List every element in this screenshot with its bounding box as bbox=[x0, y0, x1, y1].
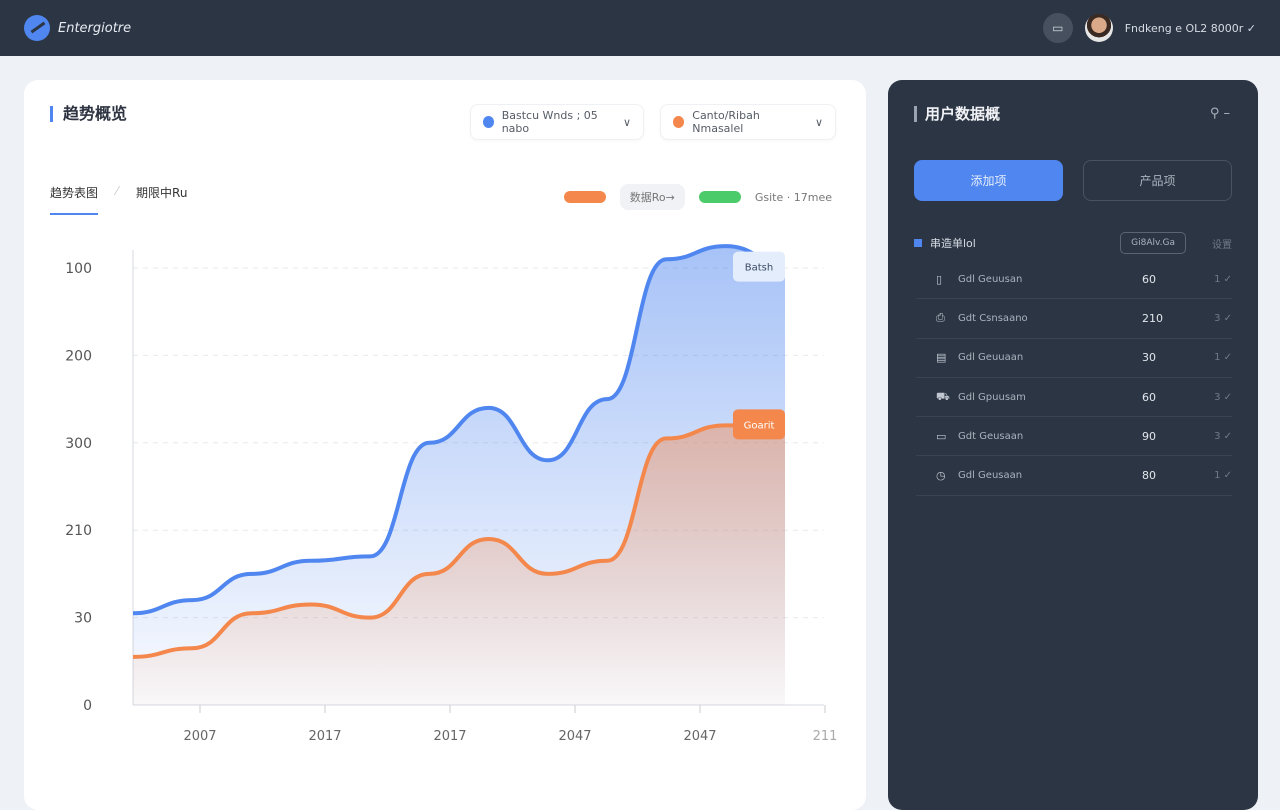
row-label: Gdl Geuusan bbox=[958, 273, 1023, 285]
list-item[interactable]: ▯ Gdl Geuusan 60 1 ✓ bbox=[916, 260, 1232, 300]
list-item[interactable]: ▤ Gdl Geuuaan 30 1 ✓ bbox=[916, 339, 1232, 378]
series-label-badge bbox=[733, 409, 785, 440]
y-tick-label: 300 bbox=[65, 436, 92, 452]
tab-period[interactable]: 期限中Ru bbox=[136, 186, 188, 200]
user-menu[interactable]: Fndkeng e OL2 8000r ✓ bbox=[1124, 21, 1256, 35]
row-label: Gdl Geuuaan bbox=[958, 352, 1024, 364]
y-tick-label: 200 bbox=[65, 348, 92, 364]
camera-icon: ⎙ bbox=[936, 311, 945, 325]
x-tick-label: 2047 bbox=[558, 729, 591, 744]
x-tick-label: 2007 bbox=[183, 729, 216, 744]
series-line[interactable] bbox=[132, 423, 785, 659]
legend-orange-swatch bbox=[563, 191, 606, 203]
x-tick-label: 2017 bbox=[433, 729, 466, 744]
clock-icon: ◷ bbox=[936, 469, 946, 483]
chevron-down-icon: ∨ bbox=[622, 115, 631, 129]
list-item[interactable]: ▭ Gdt Geusaan 90 3 ✓ bbox=[916, 417, 1232, 457]
blue-dot-icon bbox=[483, 116, 494, 128]
panel-title: 用户数据概 bbox=[914, 106, 1000, 122]
row-label: Gdl Geusaan bbox=[958, 470, 1023, 482]
area-chart: 0 30 210 300 200 100 2007 2017 2017 2047 2047 211 Ba… bbox=[65, 244, 838, 744]
screen-icon[interactable]: ▭ bbox=[1042, 13, 1073, 43]
y-tick-label: 100 bbox=[65, 261, 92, 277]
chevron-down-icon: ∨ bbox=[814, 115, 823, 129]
document-icon: ▤ bbox=[936, 351, 947, 365]
row-label: Gdl Gpuusam bbox=[958, 391, 1026, 403]
row-edit-button[interactable]: 3 ✓ bbox=[1214, 312, 1232, 324]
x-tick-label: 211 bbox=[813, 729, 838, 744]
side-panel: 用户数据概 ⚲ – 添加项 产品项 串造单lol Gi8Alv.Ga 设置 ▯ … bbox=[888, 80, 1258, 810]
search-icon[interactable]: ⚲ – bbox=[1209, 106, 1230, 121]
car-icon: ⛟ bbox=[936, 389, 950, 403]
legend-text: Gsite · 17mee bbox=[754, 190, 832, 204]
monitor-icon: ▭ bbox=[936, 429, 947, 443]
top-bar: Entergiotre ▭ Fndkeng e OL2 8000r ✓ bbox=[0, 0, 1280, 56]
row-value: 30 bbox=[1142, 351, 1156, 365]
series-area bbox=[133, 425, 785, 705]
select-label: Canto/Ribah Nmasalel bbox=[692, 109, 760, 135]
row-value: 210 bbox=[1142, 311, 1163, 325]
row-value: 60 bbox=[1142, 272, 1156, 286]
y-tick-label: 210 bbox=[65, 523, 92, 539]
x-tick-label: 2017 bbox=[308, 729, 341, 744]
clipboard-icon: ▯ bbox=[936, 272, 943, 286]
series-name-label: Goarit bbox=[744, 420, 775, 431]
orange-dot-icon bbox=[673, 116, 685, 128]
row-value: 90 bbox=[1142, 429, 1156, 443]
select-label: Bastcu Wnds ; 05 nabo bbox=[501, 109, 598, 135]
y-tick-label: 30 bbox=[74, 611, 92, 627]
legend-green-swatch bbox=[698, 191, 741, 203]
row-edit-button[interactable]: 3 ✓ bbox=[1214, 391, 1232, 403]
list-item[interactable]: ⎙ Gdt Csnsaano 210 3 ✓ bbox=[916, 299, 1232, 339]
brand-name: Entergiotre bbox=[58, 20, 132, 36]
logo-icon bbox=[24, 15, 50, 41]
legend-chip[interactable]: 数据Ro→ bbox=[619, 184, 685, 210]
row-value: 80 bbox=[1142, 469, 1156, 483]
section-label: 串造单lol bbox=[930, 237, 976, 250]
series-label-badge bbox=[733, 251, 785, 282]
add-button[interactable]: 添加项 bbox=[914, 160, 1063, 201]
series-name-label: Batsh bbox=[745, 263, 773, 274]
product-button[interactable]: 产品项 bbox=[1083, 160, 1232, 201]
series-line[interactable] bbox=[132, 244, 786, 616]
row-value: 60 bbox=[1142, 390, 1156, 404]
avatar[interactable] bbox=[1084, 14, 1113, 42]
list-item[interactable]: ◷ Gdl Geusaan 80 1 ✓ bbox=[916, 456, 1232, 496]
y-tick-label: 0 bbox=[83, 698, 92, 714]
settings-column: 设置 bbox=[1212, 239, 1232, 251]
section-marker-icon bbox=[914, 239, 922, 247]
chart-card: 趋势概览 Bastcu Wnds ; 05 nabo ∨ Canto/Ribah… bbox=[24, 80, 866, 810]
row-edit-button[interactable]: 1 ✓ bbox=[1214, 352, 1232, 364]
row-edit-button[interactable]: 1 ✓ bbox=[1214, 273, 1232, 285]
series-select-2[interactable]: Canto/Ribah Nmasalel ∨ bbox=[660, 104, 836, 140]
separator-icon: ⁄ bbox=[116, 184, 119, 198]
row-edit-button[interactable]: 1 ✓ bbox=[1214, 470, 1232, 482]
row-label: Gdt Csnsaano bbox=[958, 312, 1028, 324]
row-label: Gdt Geusaan bbox=[958, 430, 1024, 442]
section-filter-button[interactable]: Gi8Alv.Ga bbox=[1120, 232, 1186, 254]
row-edit-button[interactable]: 3 ✓ bbox=[1214, 430, 1232, 442]
x-tick-label: 2047 bbox=[683, 729, 716, 744]
page-title: 趋势概览 bbox=[50, 106, 127, 122]
tab-trend[interactable]: 趋势表图 bbox=[50, 184, 99, 215]
list-item[interactable]: ⛟ Gdl Gpuusam 60 3 ✓ bbox=[916, 378, 1232, 418]
series-select-1[interactable]: Bastcu Wnds ; 05 nabo ∨ bbox=[470, 104, 644, 140]
